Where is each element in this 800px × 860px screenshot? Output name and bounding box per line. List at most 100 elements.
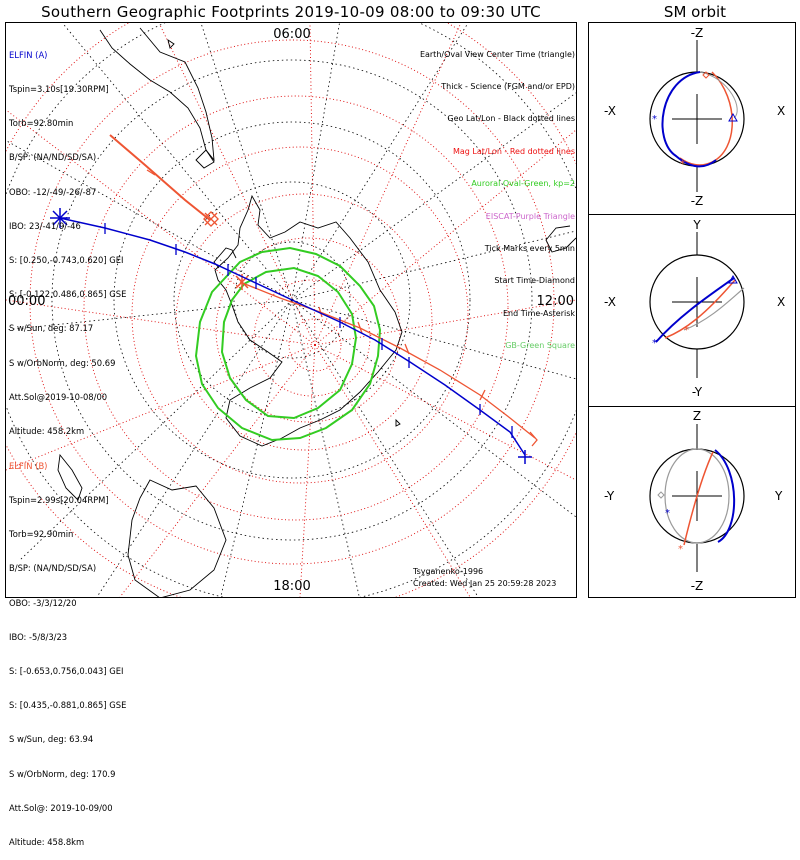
legend-item: EISCAT-Purple Triangle	[485, 211, 575, 221]
legend-item: Geo Lat/Lon - Black dotted lines	[447, 114, 575, 124]
geo-lon-line	[291, 299, 360, 597]
chart-title: Southern Geographic Footprints 2019-10-0…	[41, 3, 541, 21]
legend-item: Thick - Science (FGM and/or EPD)	[441, 81, 575, 91]
elfin-b-start-diamond-cross	[204, 212, 218, 226]
elfin-a-orbit-xz	[661, 71, 717, 168]
elfin-b-science-track	[239, 281, 536, 439]
mag-lat-circle	[175, 193, 433, 451]
auroral-oval-outer	[194, 246, 382, 442]
geo-lon-line	[6, 140, 293, 301]
elfin-a-line: S: [0.250,-0.743,0.620] GEI	[9, 255, 124, 266]
africa-coast	[545, 225, 576, 253]
elfin-b-line: Altitude: 458.8km	[9, 837, 85, 848]
elfin-b-tick	[404, 343, 410, 355]
elfin-b-track-group	[109, 134, 538, 447]
diamond-marker	[657, 491, 665, 499]
diamond-marker	[702, 71, 710, 79]
legend: Earth/Oval View Center Time (triangle) T…	[420, 28, 575, 363]
legend-item: End Time-Asterisk	[502, 308, 575, 318]
antarctic-peninsula	[213, 247, 237, 269]
australia-coast	[127, 479, 227, 597]
elfin-b-orbit-yz	[683, 451, 714, 546]
elfin-b-line: S w/Sun, deg: 63.94	[9, 734, 94, 745]
elfin-b-header: ELFIN (B)	[9, 460, 48, 471]
geo-lon-line	[96, 299, 293, 597]
elfin-a-line: B/SP: (NA/ND/SD/SA)	[9, 152, 97, 163]
sm-panel-frame	[588, 406, 796, 598]
created-credit: Created: Wed Jan 25 20:59:28 2023	[413, 579, 557, 588]
label-top: Y	[692, 218, 701, 232]
legend-item: Earth/Oval View Center Time (triangle)	[419, 49, 575, 59]
elfin-b-line: Torb=92.90min	[9, 529, 74, 540]
new-zealand-coast	[57, 453, 83, 501]
elfin-a-start-asterisk	[50, 208, 70, 228]
elfin-a-line: IBO: 23/-41/9/-46	[9, 220, 81, 231]
geo-lat-circle	[51, 59, 533, 541]
auroral-oval-inner	[220, 266, 358, 420]
mag-lat-circle	[215, 237, 401, 423]
gray-orbit-xy	[683, 287, 745, 331]
mlt-label-top: 06:00	[273, 27, 310, 42]
elfin-a-info: ELFIN (A) Tspin=3.10s[19.30RPM] Torb=92.…	[9, 27, 126, 449]
geo-lat-circle	[233, 241, 351, 359]
elfin-b-end-tick	[529, 431, 538, 447]
asterisk-marker: *	[652, 338, 657, 349]
elfin-a-orbit-xy	[655, 277, 735, 343]
asterisk-marker: *	[652, 114, 657, 125]
elfin-b-line: S: [0.435,-0.881,0.865] GSE	[9, 700, 127, 711]
label-right: X	[777, 104, 785, 118]
elfin-b-line: IBO: -5/8/3/23	[9, 631, 68, 642]
mag-lat-circle	[29, 39, 555, 565]
label-right: Y	[774, 489, 783, 503]
mag-lon-line	[314, 24, 461, 346]
tierra-del-fuego	[195, 149, 215, 169]
elfin-a-line: S w/Sun, deg: 87.17	[9, 323, 94, 334]
legend-item: Start Time-Diamond	[494, 276, 575, 286]
elfin-b-ticks	[146, 169, 486, 401]
end-triangle	[728, 274, 738, 284]
island-1	[167, 38, 175, 49]
sm-panel-xz: * * -Z -Z -X X	[604, 26, 785, 208]
model-credit: Tsyganenko-1996	[413, 567, 484, 576]
mlt-label-left: 00:00	[8, 294, 45, 309]
elfin-a-line: S w/OrbNorm, deg: 50.69	[9, 357, 116, 368]
antarctica-coast	[214, 194, 403, 447]
elfin-b-line: Tspin=2.99s[20.04RPM]	[9, 495, 109, 506]
sm-orbit-panels: * * -Z -Z -X X * * Y -Y -X X * *	[604, 26, 785, 593]
mag-lon-line	[119, 344, 316, 597]
elfin-a-line: Altitude: 458.2km	[9, 426, 85, 437]
mag-lon-line	[314, 129, 576, 346]
mag-lat-circle	[288, 318, 342, 372]
mag-lat-circle	[83, 95, 509, 521]
elfin-a-line: Att.Sol@2019-10-08/00	[9, 391, 108, 402]
label-top: -Z	[691, 26, 704, 40]
label-left: -X	[604, 104, 616, 118]
geo-lat-circle	[113, 121, 471, 479]
asterisk-marker: *	[680, 159, 685, 170]
elfin-a-line: S: [-0.122,0.486,0.865] GSE	[9, 289, 127, 300]
geo-lon-line	[291, 23, 469, 301]
label-bottom: -Z	[691, 194, 704, 208]
elfin-a-orbit-yz	[714, 449, 736, 543]
elfin-a-track	[59, 217, 526, 456]
sm-orbit-title: SM orbit	[663, 3, 727, 21]
label-right: X	[777, 295, 785, 309]
label-bottom: -Z	[691, 579, 704, 593]
label-top: Z	[693, 409, 701, 423]
mag-lat-circle	[131, 146, 469, 484]
legend-item: Tick Marks every 5min	[484, 243, 575, 253]
elfin-a-line: Tspin=3.10s[19.30RPM]	[9, 84, 109, 95]
geo-lon-line	[291, 299, 576, 380]
elfin-b-orbit-xz	[679, 71, 733, 166]
elfin-b-tick	[146, 169, 156, 176]
coastlines	[57, 27, 576, 597]
elfin-b-tick	[318, 306, 323, 318]
elfin-b-tick	[357, 321, 363, 334]
sm-panel-xy: * * Y -Y -X X	[604, 218, 785, 399]
elfin-a-line: OBO: -12/-49/-26/-87	[9, 186, 97, 197]
mlt-label-right: 12:00	[537, 294, 574, 309]
label-left: -Y	[604, 489, 615, 503]
geo-lon-line	[291, 299, 479, 597]
mag-lon-line	[309, 24, 316, 346]
elfin-b-line: B/SP: (NA/ND/SD/SA)	[9, 563, 97, 574]
